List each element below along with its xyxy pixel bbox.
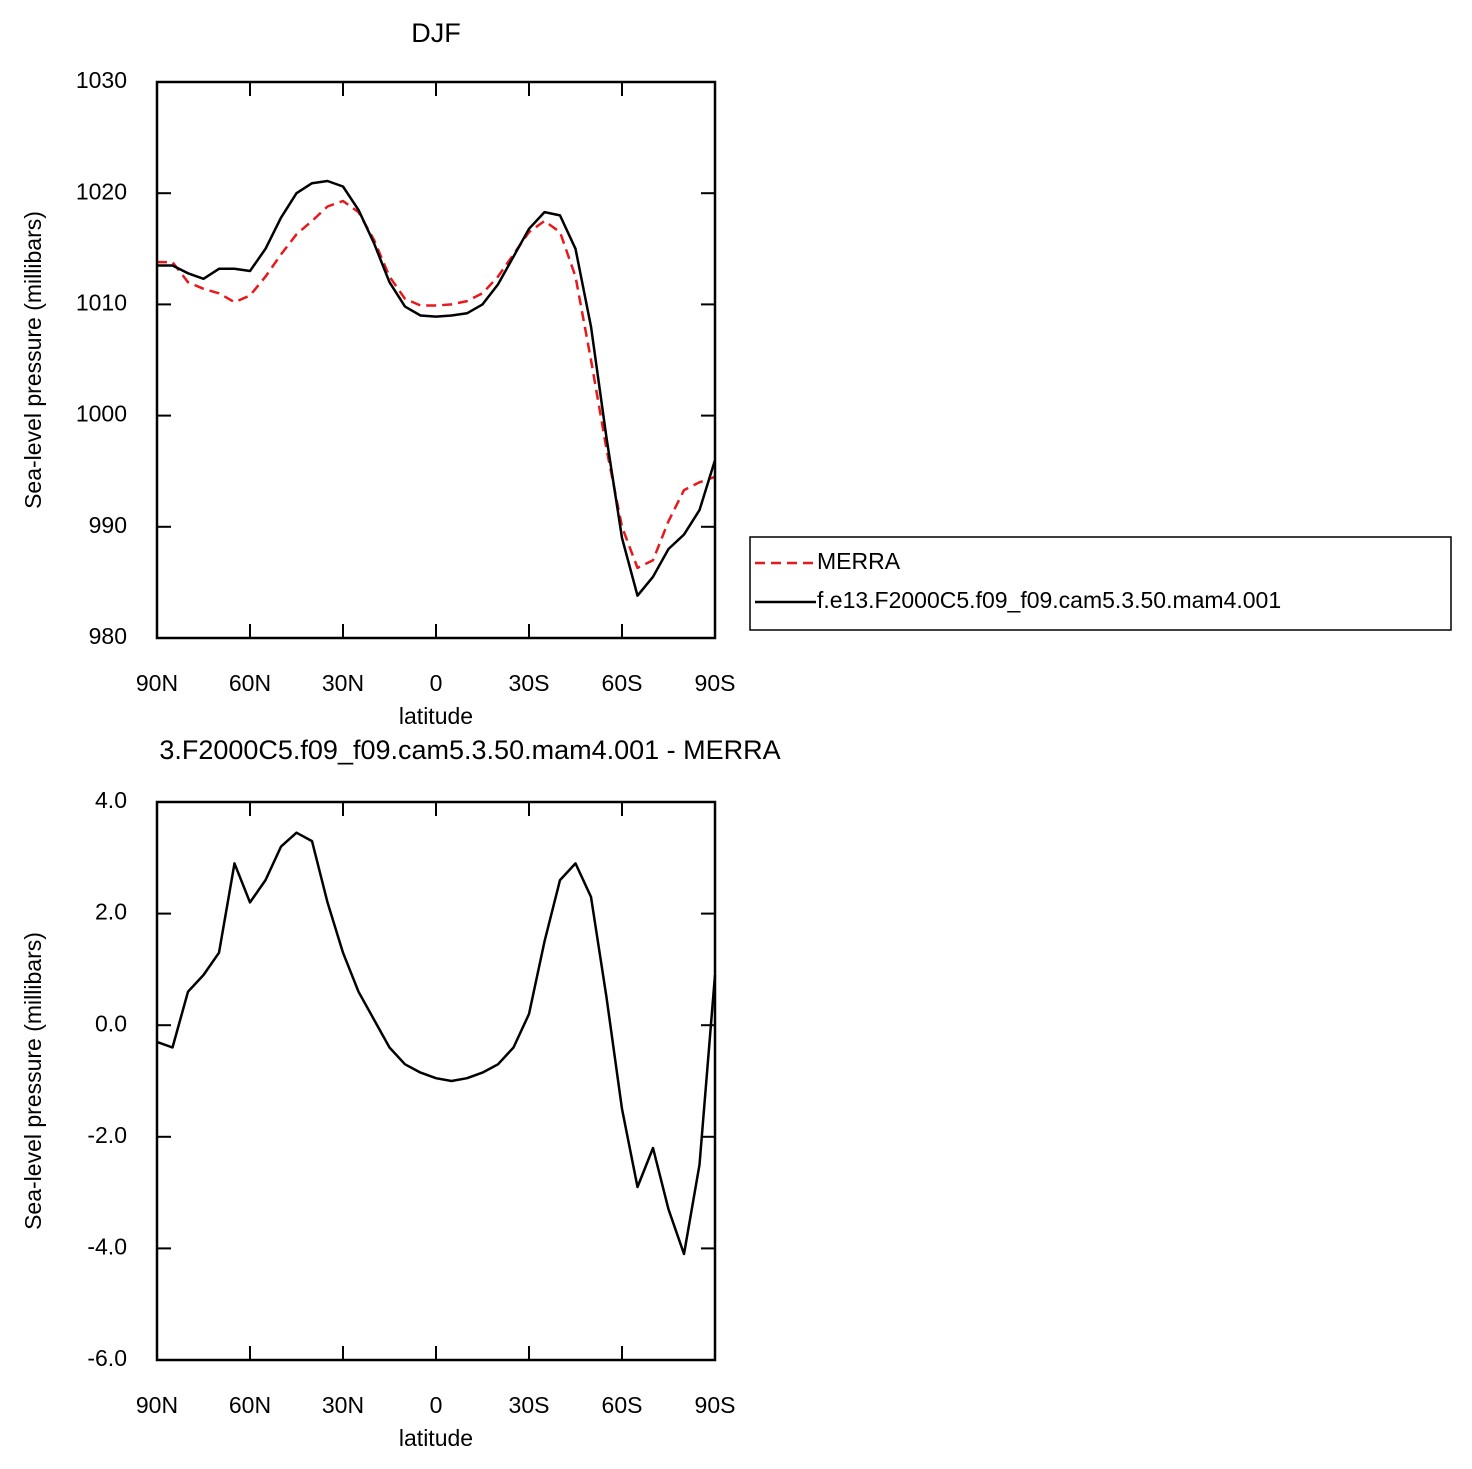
x-tick-label: 60N (229, 1392, 271, 1418)
x-tick-label: 90S (695, 670, 736, 696)
x-tick-label: 60N (229, 670, 271, 696)
plot-frame (155, 80, 717, 640)
y-tick-label: -2.0 (87, 1122, 127, 1148)
series-line (156, 831, 717, 1256)
y-axis-label: Sea-level pressure (millibars) (20, 211, 46, 509)
y-tick-label: 1030 (76, 67, 127, 93)
legend-label: f.e13.F2000C5.f09_f09.cam5.3.50.mam4.001 (817, 587, 1281, 613)
legend-label: MERRA (817, 548, 901, 574)
series-line (157, 199, 716, 570)
x-axis-label: latitude (399, 703, 473, 729)
legend-box (749, 536, 1452, 631)
x-tick-label: 60S (602, 1392, 643, 1418)
x-tick-label: 0 (430, 1392, 443, 1418)
y-tick-label: 1020 (76, 178, 127, 204)
y-tick-label: 1000 (76, 401, 127, 427)
series-line (157, 179, 717, 597)
x-tick-label: 30N (322, 1392, 364, 1418)
x-tick-label: 90N (136, 1392, 178, 1418)
x-tick-label: 90S (695, 1392, 736, 1418)
y-tick-label: 4.0 (95, 787, 127, 813)
x-tick-label: 30S (509, 1392, 550, 1418)
x-tick-label: 0 (430, 670, 443, 696)
x-tick-label: 60S (602, 670, 643, 696)
y-tick-label: 990 (89, 512, 127, 538)
y-tick-label: 1010 (76, 289, 127, 315)
y-tick-label: 980 (89, 623, 127, 649)
chart-title: DJF (411, 18, 461, 48)
y-tick-label: -6.0 (87, 1345, 127, 1371)
chart-title: 3.F2000C5.f09_f09.cam5.3.50.mam4.001 - M… (159, 735, 780, 765)
y-axis-label: Sea-level pressure (millibars) (20, 932, 46, 1230)
x-tick-label: 30S (509, 670, 550, 696)
y-tick-label: 2.0 (95, 899, 127, 925)
y-tick-label: -4.0 (87, 1233, 127, 1259)
x-axis-label: latitude (399, 1425, 473, 1451)
y-tick-label: 0.0 (95, 1010, 127, 1036)
x-tick-label: 90N (136, 670, 178, 696)
plot-frame (155, 800, 717, 1362)
x-tick-label: 30N (322, 670, 364, 696)
